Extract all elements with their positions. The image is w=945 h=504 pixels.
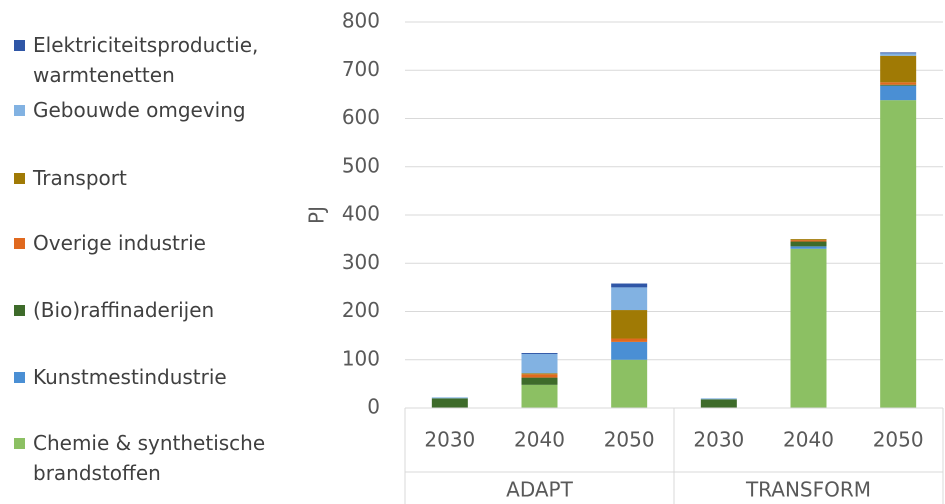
legend-item: Transport xyxy=(14,163,294,193)
legend-item: (Bio)raffinaderijen xyxy=(14,295,294,325)
bar-segment xyxy=(880,100,917,408)
legend-label: Overige industrie xyxy=(33,231,206,255)
legend-label: Transport xyxy=(33,166,127,190)
legend-label: (Bio)raffinaderijen xyxy=(33,298,215,322)
x-tick-label: 2030 xyxy=(424,428,475,452)
legend-swatch xyxy=(14,173,25,184)
bar-segment xyxy=(700,399,737,408)
bar-segment xyxy=(521,352,558,354)
bar-segment xyxy=(611,359,648,408)
legend-label: Chemie & synthetische brandstoffen xyxy=(33,431,266,485)
bar-segment xyxy=(611,341,648,360)
group-label: ADAPT xyxy=(506,478,573,502)
legend-item: Chemie & synthetische brandstoffen xyxy=(14,428,294,488)
bar-segment xyxy=(611,310,648,339)
y-tick-label: 400 xyxy=(342,202,380,226)
legend-swatch xyxy=(14,372,25,383)
x-tick-label: 2030 xyxy=(693,428,744,452)
x-tick-label: 2050 xyxy=(604,428,655,452)
y-tick-label: 600 xyxy=(342,105,380,129)
legend-label: Elektriciteitsproductie, warmtenetten xyxy=(33,33,259,87)
bar-segment xyxy=(880,53,917,56)
bar-segment xyxy=(790,240,827,242)
legend-swatch xyxy=(14,438,25,449)
x-tick-label: 2040 xyxy=(514,428,565,452)
bar-segment xyxy=(880,85,917,101)
bar-segment xyxy=(611,287,648,311)
bar-segment xyxy=(521,384,558,408)
bar-segment xyxy=(880,55,917,83)
bar-segment xyxy=(431,397,468,399)
bar-segment xyxy=(431,398,468,408)
legend-swatch xyxy=(14,40,25,51)
legend-item: Elektriciteitsproductie, warmtenetten xyxy=(14,30,294,90)
legend-swatch xyxy=(14,305,25,316)
x-tick-label: 2050 xyxy=(873,428,924,452)
bar-segment xyxy=(790,246,827,249)
y-tick-label: 700 xyxy=(342,57,380,81)
bar-segment xyxy=(611,283,648,288)
bar-segment xyxy=(521,377,558,385)
bar-segment xyxy=(521,353,558,374)
y-tick-label: 500 xyxy=(342,153,380,177)
x-tick-label: 2040 xyxy=(783,428,834,452)
y-tick-label: 300 xyxy=(342,250,380,274)
bar-segment xyxy=(880,84,917,86)
bar-segment xyxy=(880,52,917,54)
bar-segment xyxy=(790,239,827,241)
y-tick-label: 100 xyxy=(342,346,380,370)
bar-segment xyxy=(700,398,737,400)
legend-item: Overige industrie xyxy=(14,228,294,258)
y-tick-label: 0 xyxy=(367,395,380,419)
legend-label: Gebouwde omgeving xyxy=(33,98,246,122)
bar-segment xyxy=(521,373,558,375)
y-tick-label: 800 xyxy=(342,9,380,33)
bar-segment xyxy=(521,374,558,378)
bar-segment xyxy=(790,248,827,408)
legend-label: Kunstmestindustrie xyxy=(33,365,227,389)
legend-swatch xyxy=(14,238,25,249)
bar-segment xyxy=(611,338,648,342)
y-axis-label: PJ xyxy=(305,206,329,224)
group-label: TRANSFORM xyxy=(745,478,871,502)
legend-item: Kunstmestindustrie xyxy=(14,362,294,392)
bar-segment xyxy=(790,241,827,247)
legend-item: Gebouwde omgeving xyxy=(14,95,294,125)
bar-segment xyxy=(880,82,917,85)
y-tick-label: 200 xyxy=(342,298,380,322)
legend-swatch xyxy=(14,105,25,116)
